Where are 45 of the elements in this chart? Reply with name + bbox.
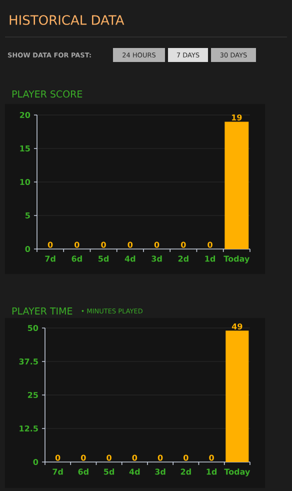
data-label: 0: [106, 454, 112, 461]
x-tick-label: 2d: [180, 468, 191, 475]
data-label: 0: [154, 242, 160, 248]
chart-title: PLAYER SCORE: [12, 90, 82, 98]
data-label: 19: [232, 114, 242, 120]
x-tick-label: 6d: [78, 468, 88, 475]
y-tick-label: 10: [20, 178, 30, 186]
y-tick-label: 0: [25, 246, 30, 252]
data-label: 0: [48, 242, 53, 248]
x-tick-label: 2d: [178, 256, 188, 262]
chart-title: PLAYER TIME: [12, 308, 72, 314]
x-tick-label: 1d: [206, 468, 217, 475]
x-tick-label: 7d: [45, 256, 56, 262]
x-tick-label: 3d: [152, 256, 162, 262]
data-label: 0: [158, 454, 163, 461]
x-tick-label: 7d: [52, 468, 63, 475]
y-tick-label: 37.5: [19, 358, 38, 365]
data-label: 0: [132, 454, 138, 461]
x-tick-label: 5d: [104, 468, 114, 475]
y-tick-label: 0: [33, 458, 38, 466]
y-tick-label: 25: [28, 392, 38, 398]
data-label: 0: [55, 454, 60, 461]
data-label: 0: [209, 454, 214, 461]
x-tick-label: Today: [224, 256, 250, 264]
data-label: 49: [232, 323, 242, 330]
y-tick-label: 50: [28, 324, 38, 332]
y-tick-label: 5: [26, 212, 30, 218]
x-tick-label: 3d: [155, 468, 166, 475]
x-tick-label: 4d: [124, 256, 136, 262]
data-label: 0: [184, 454, 188, 461]
x-tick-label: 5d: [98, 256, 109, 262]
data-label: 0: [101, 242, 106, 248]
x-tick-label: 6d: [72, 256, 82, 262]
data-label: 0: [128, 242, 133, 248]
text: HISTORICAL DATA: [10, 15, 124, 25]
x-tick-label: 1d: [205, 256, 216, 262]
y-tick-label: 15: [20, 146, 30, 152]
y-tick-label: 20: [20, 112, 30, 118]
x-tick-label: Today: [224, 468, 250, 476]
y-tick-label: 12.5: [20, 425, 38, 432]
x-tick-label: 4d: [129, 468, 140, 475]
data-label: 0: [81, 454, 86, 461]
data-label: 0: [74, 242, 80, 248]
data-label: 0: [181, 242, 186, 248]
data-label: 0: [208, 242, 212, 248]
